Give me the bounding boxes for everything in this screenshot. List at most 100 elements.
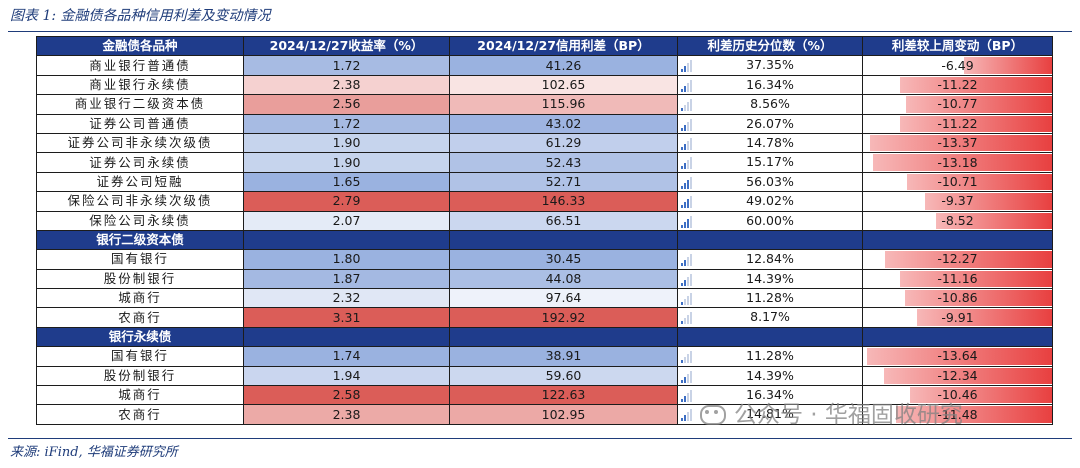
variety-cell: 商业银行永续债 xyxy=(36,74,244,96)
change-value: -12.27 xyxy=(937,251,978,267)
change-value: -10.86 xyxy=(937,290,978,306)
percentile-cell: 12.84% xyxy=(677,249,863,270)
change-bar xyxy=(917,309,1052,326)
percentile-bar-segment xyxy=(690,293,692,306)
signal-bars-icon xyxy=(681,79,693,92)
percentile-value: 14.78% xyxy=(746,134,794,150)
signal-bars-icon xyxy=(681,195,693,209)
signal-bars-icon xyxy=(681,350,693,364)
percentile-cell: 8.56% xyxy=(677,94,863,115)
source-note: 来源: iFind, 华福证券研究所 xyxy=(10,445,178,460)
change-bar xyxy=(963,57,1052,74)
percentile-bar-segment xyxy=(681,379,683,383)
spread-cell: 146.33 xyxy=(449,191,678,212)
percentile-bar-segment xyxy=(684,202,686,209)
percentile-bar-segment xyxy=(684,376,686,383)
percentile-value: 12.84% xyxy=(746,251,794,267)
spread-cell: 102.65 xyxy=(449,74,678,96)
change-bar xyxy=(905,96,1052,113)
yield-cell: 1.72 xyxy=(243,113,450,134)
signal-bars-icon xyxy=(681,137,693,150)
change-bar xyxy=(884,367,1052,385)
yield-cell: 2.79 xyxy=(243,191,450,212)
yield-cell: 3.31 xyxy=(243,307,450,328)
percentile-bar-segment xyxy=(687,393,689,403)
percentile-bar-segment xyxy=(684,182,686,189)
table-row: 证券公司普通债 1.72 43.02 26.07% -11.22 xyxy=(36,113,1053,134)
header-yield: 2024/12/27收益率（%） xyxy=(243,35,450,57)
percentile-cell: 14.39% xyxy=(677,365,863,387)
percentile-bar-segment xyxy=(690,60,692,73)
table-row: 城商行 2.32 97.64 11.28% -10.86 xyxy=(36,288,1053,309)
yield-cell: 1.90 xyxy=(243,132,450,154)
percentile-bar-segment xyxy=(690,118,692,131)
percentile-bar-segment xyxy=(690,409,692,422)
percentile-bar-segment xyxy=(687,373,689,383)
table-body: 商业银行普通债 1.72 41.26 37.35% -6.49 商业银行永续债 2.38 10… xyxy=(36,55,1053,425)
percentile-bar-segment xyxy=(690,137,692,150)
yield-cell: 1.87 xyxy=(243,268,450,290)
percentile-cell: 60.00% xyxy=(677,210,863,231)
change-value: -13.18 xyxy=(937,154,978,170)
change-cell: -12.27 xyxy=(862,249,1053,270)
change-bar xyxy=(936,212,1052,229)
percentile-bar-segment xyxy=(687,257,689,267)
table-row: 证券公司非永续次级债 1.90 61.29 14.78% -13.37 xyxy=(36,132,1053,154)
percentile-bar-segment xyxy=(687,218,689,228)
percentile-bar-segment xyxy=(681,224,683,228)
percentile-bar-segment xyxy=(684,163,686,170)
percentile-bar-segment xyxy=(684,279,686,286)
percentile-bar-segment xyxy=(681,146,683,150)
group-label: 银行二级资本债 xyxy=(36,229,244,251)
change-value: -11.48 xyxy=(937,406,978,422)
table-row: 商业银行二级资本债 2.56 115.96 8.56% -10.77 xyxy=(36,94,1053,115)
table-row: 农商行 2.38 102.95 14.81% -11.48 xyxy=(36,404,1053,425)
yield-cell: 1.80 xyxy=(243,249,450,270)
percentile-bar-segment xyxy=(687,354,689,364)
percentile-bar-segment xyxy=(681,321,683,325)
percentile-cell: 16.34% xyxy=(677,74,863,96)
percentile-value: 15.17% xyxy=(746,154,794,170)
variety-cell: 证券公司非永续次级债 xyxy=(36,132,244,154)
percentile-bar-segment xyxy=(684,143,686,150)
change-cell: -9.91 xyxy=(862,307,1053,328)
percentile-bar-segment xyxy=(687,121,689,131)
spread-cell: 97.64 xyxy=(449,288,678,309)
spread-cell: 102.95 xyxy=(449,404,678,425)
header-change: 利差较上周变动（BP） xyxy=(862,35,1053,57)
percentile-bar-segment xyxy=(687,179,689,189)
change-value: -9.91 xyxy=(941,309,974,325)
percentile-value: 8.56% xyxy=(750,96,790,112)
table-row: 保险公司非永续次级债 2.79 146.33 49.02% -9.37 xyxy=(36,191,1053,212)
percentile-bar-segment xyxy=(681,282,683,286)
group-header-cell xyxy=(862,326,1053,348)
group-header-cell xyxy=(449,229,678,251)
percentile-bar-segment xyxy=(684,85,686,92)
table-row: 国有银行 1.74 38.91 11.28% -13.64 xyxy=(36,346,1053,367)
header-spread: 2024/12/27信用利差（BP） xyxy=(449,35,678,57)
change-cell: -13.64 xyxy=(862,346,1053,367)
percentile-bar-segment xyxy=(681,418,683,422)
variety-cell: 农商行 xyxy=(36,307,244,328)
signal-bars-icon xyxy=(681,59,693,73)
change-value: -11.16 xyxy=(937,270,978,286)
percentile-value: 14.39% xyxy=(746,367,794,383)
percentile-bar-segment xyxy=(684,66,686,73)
percentile-value: 14.39% xyxy=(746,270,794,286)
percentile-bar-segment xyxy=(681,302,683,306)
spread-cell: 66.51 xyxy=(449,210,678,231)
table-row: 城商行 2.58 122.63 16.34% -10.46 xyxy=(36,385,1053,406)
change-value: -11.22 xyxy=(937,76,978,92)
group-header-cell xyxy=(449,326,678,348)
table-row: 农商行 3.31 192.92 8.17% -9.91 xyxy=(36,307,1053,328)
yield-cell: 2.38 xyxy=(243,74,450,96)
percentile-bar-segment xyxy=(684,415,686,422)
change-cell: -13.37 xyxy=(862,132,1053,154)
percentile-value: 8.17% xyxy=(750,309,790,325)
change-bar xyxy=(909,387,1052,404)
percentile-cell: 26.07% xyxy=(677,113,863,134)
percentile-bar-segment xyxy=(687,315,689,325)
percentile-bar-segment xyxy=(687,296,689,306)
percentile-value: 26.07% xyxy=(746,115,794,131)
percentile-bar-segment xyxy=(687,276,689,286)
